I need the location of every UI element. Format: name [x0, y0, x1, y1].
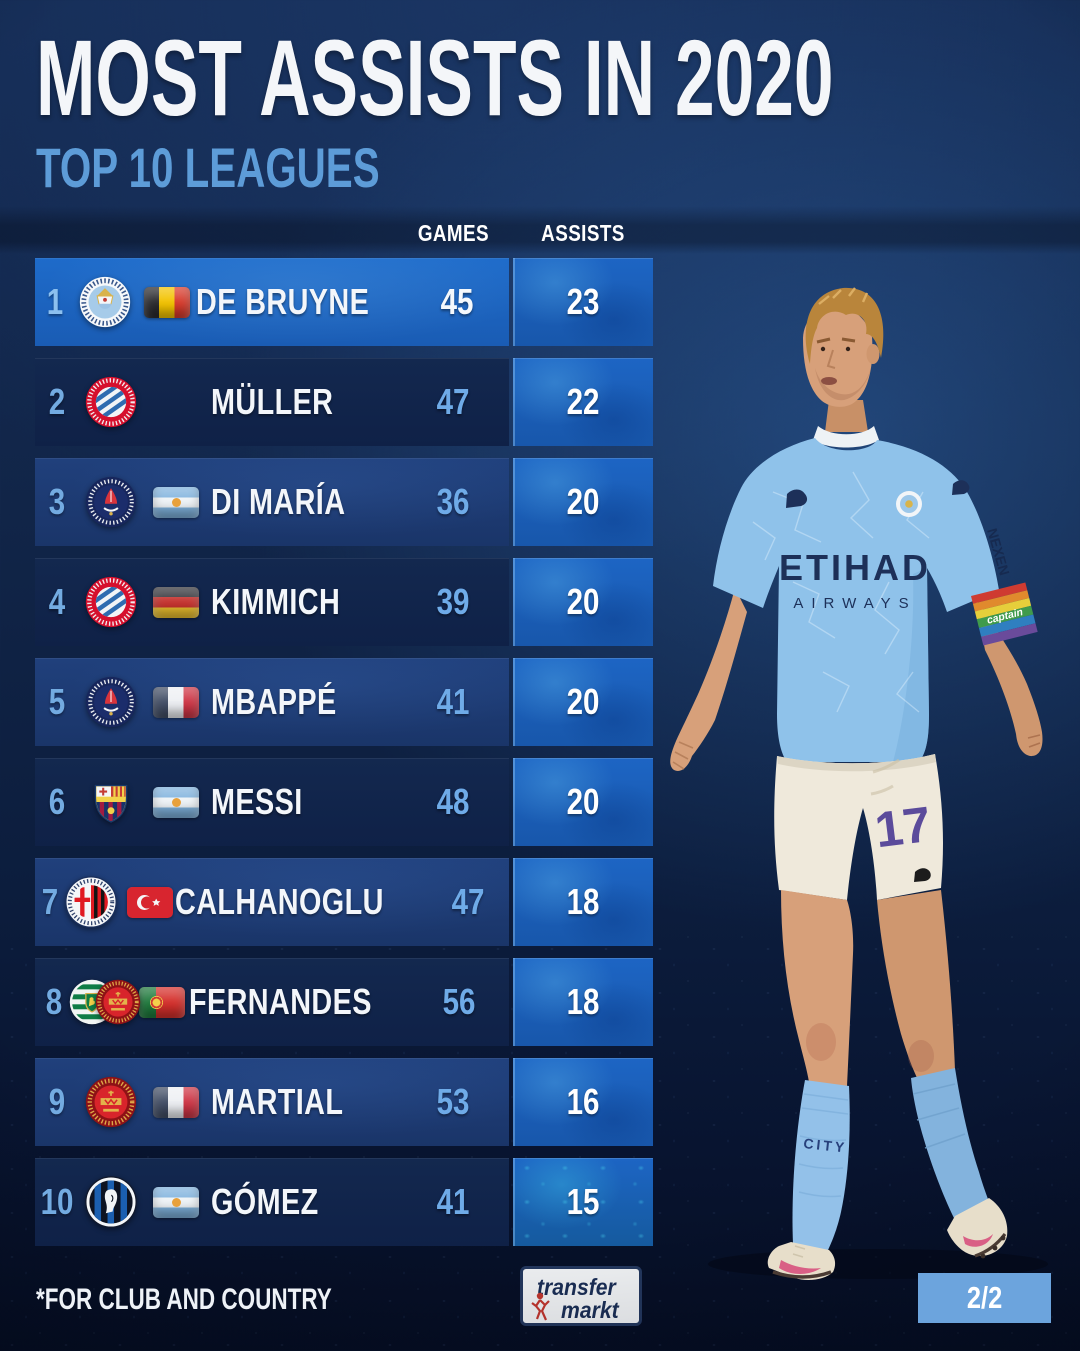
man-united-logo [95, 979, 141, 1025]
assists-cell: 20 [513, 458, 653, 546]
table-row: 3 DI MARÍA 36 20 [35, 458, 655, 546]
games-count: 41 [436, 681, 470, 722]
rank-number: 2 [48, 381, 66, 422]
table-row: 9 MARTIAL 53 16 [35, 1058, 655, 1146]
svg-text:ETIHAD: ETIHAD [779, 547, 931, 588]
games-count: 36 [436, 481, 470, 522]
bayern-munich-logo [79, 358, 143, 446]
flag-placeholder [143, 358, 209, 446]
page-subtitle: TOP 10 LEAGUES [36, 136, 380, 199]
barcelona-logo [79, 758, 143, 846]
games-count: 41 [436, 1181, 470, 1222]
player-name: MESSI [211, 781, 303, 822]
rank-number: 7 [41, 881, 59, 922]
turkey-flag [126, 886, 173, 918]
svg-text:17: 17 [872, 796, 934, 858]
page-indicator-badge: 2/2 [918, 1273, 1051, 1323]
atalanta-logo [79, 1158, 143, 1246]
assists-count: 20 [566, 481, 600, 522]
assists-count: 16 [566, 1081, 600, 1122]
portugal-flag [139, 986, 186, 1018]
ac-milan-logo [65, 858, 117, 946]
games-count: 47 [451, 881, 485, 922]
table-row: 1 DE BRUYNE 45 23 [35, 258, 655, 346]
psg-logo [79, 658, 143, 746]
footnote: *FOR CLUB AND COUNTRY [36, 1283, 332, 1316]
table-row: 5 MBAPPÉ 41 20 [35, 658, 655, 746]
games-count: 45 [440, 281, 474, 322]
assists-cell: 20 [513, 658, 653, 746]
table-row: 2 MÜLLER 47 22 [35, 358, 655, 446]
assists-cell: 15 [513, 1158, 653, 1246]
games-count: 53 [436, 1081, 470, 1122]
assists-count: 22 [566, 381, 600, 422]
player-name: KIMMICH [211, 581, 341, 622]
table-row: 4 KIMMICH 39 20 [35, 558, 655, 646]
table-row: 7 CALHANOGLU 47 18 [35, 858, 655, 946]
assists-cell: 22 [513, 358, 653, 446]
assists-cell: 16 [513, 1058, 653, 1146]
rank-number: 9 [48, 1081, 66, 1122]
assists-count: 18 [566, 881, 600, 922]
assists-count: 20 [566, 781, 600, 822]
rank-number: 6 [48, 781, 66, 822]
player-name: MÜLLER [211, 381, 334, 422]
man-city-logo [75, 258, 134, 346]
psg-logo [79, 458, 143, 546]
player-name: DI MARÍA [211, 481, 346, 522]
rank-number: 3 [48, 481, 66, 522]
player-name: CALHANOGLU [174, 881, 384, 922]
argentina-flag [153, 486, 199, 518]
rank-number: 4 [48, 581, 66, 622]
table-row: 8 FERNANDES 56 18 [35, 958, 655, 1046]
assists-count: 18 [566, 981, 600, 1022]
page-title: MOST ASSISTS IN 2020 [36, 17, 834, 138]
rank-number: 10 [40, 1181, 74, 1222]
table-row: 6 MESSI 48 20 [35, 758, 655, 846]
games-count: 56 [442, 981, 476, 1022]
games-count: 39 [436, 581, 470, 622]
table-row: 10 GÓMEZ 41 15 [35, 1158, 655, 1246]
assists-cell: 18 [513, 958, 653, 1046]
player-photo: ETIHAD AIRWAYS NEXEN captain 17 CITY [670, 287, 1048, 1280]
assists-cell: 20 [513, 758, 653, 846]
player-name: MARTIAL [211, 1081, 344, 1122]
climber-icon [531, 1292, 550, 1321]
argentina-flag [153, 1186, 199, 1218]
player-name: DE BRUYNE [196, 281, 370, 322]
player-name: MBAPPÉ [211, 681, 337, 722]
games-column-header: GAMES [417, 220, 489, 246]
rank-number: 5 [48, 681, 66, 722]
assists-column-header: ASSISTS [541, 220, 625, 246]
france-flag [153, 1086, 199, 1118]
assists-cell: 18 [513, 858, 653, 946]
argentina-flag [153, 786, 199, 818]
svg-text:AIRWAYS: AIRWAYS [793, 595, 916, 612]
assists-count: 15 [566, 1181, 600, 1222]
bayern-munich-logo [79, 558, 143, 646]
rank-number: 8 [45, 981, 63, 1022]
assists-cell: 23 [513, 258, 653, 346]
games-count: 47 [436, 381, 470, 422]
assists-count: 20 [566, 681, 600, 722]
germany-flag [153, 586, 199, 618]
rank-number: 1 [46, 281, 64, 322]
man-united-logo [79, 1058, 143, 1146]
player-name: GÓMEZ [211, 1181, 319, 1222]
player-name: FERNANDES [188, 981, 372, 1022]
games-count: 48 [436, 781, 470, 822]
assists-cell: 20 [513, 558, 653, 646]
france-flag [153, 686, 199, 718]
assists-count: 23 [566, 281, 600, 322]
assists-count: 20 [566, 581, 600, 622]
brand-word-2: markt [561, 1297, 619, 1323]
belgium-flag [143, 286, 190, 318]
